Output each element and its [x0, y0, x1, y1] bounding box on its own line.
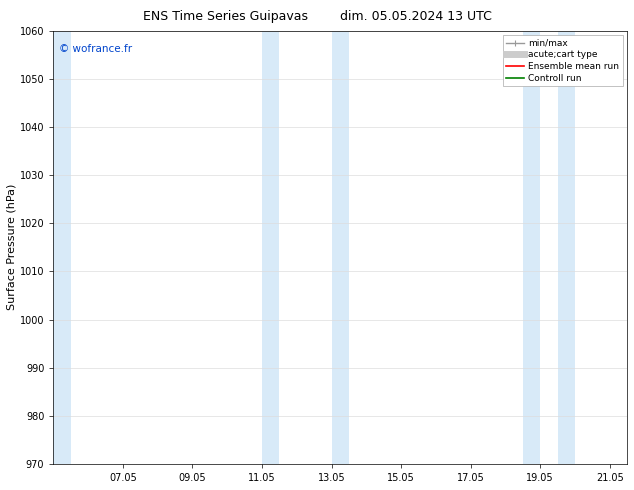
- Bar: [557, 30, 575, 464]
- Bar: [523, 30, 540, 464]
- Text: ENS Time Series Guipavas        dim. 05.05.2024 13 UTC: ENS Time Series Guipavas dim. 05.05.2024…: [143, 10, 491, 23]
- Bar: [53, 30, 71, 464]
- Legend: min/max, acute;cart type, Ensemble mean run, Controll run: min/max, acute;cart type, Ensemble mean …: [503, 35, 623, 86]
- Text: © wofrance.fr: © wofrance.fr: [59, 44, 133, 53]
- Y-axis label: Surface Pressure (hPa): Surface Pressure (hPa): [7, 184, 17, 311]
- Bar: [262, 30, 280, 464]
- Bar: [332, 30, 349, 464]
